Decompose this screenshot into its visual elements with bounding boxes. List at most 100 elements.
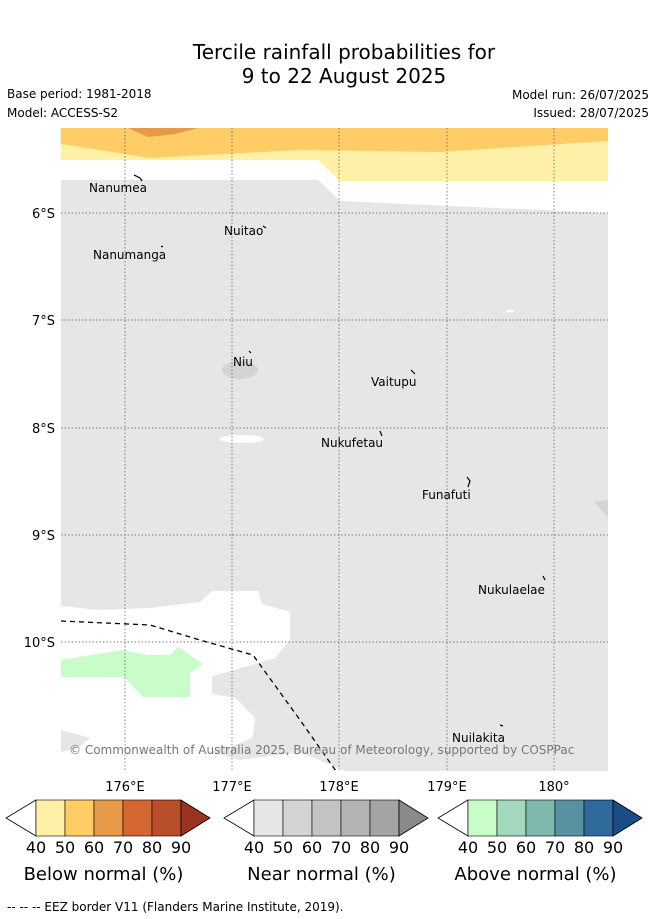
near-normal-area-south [252,600,608,771]
eez-footnote: -- -- -- EEZ border V11 (Flanders Marine… [7,900,344,914]
legend-swatch [282,799,313,837]
latitude-labels: 6°S 7°S 8°S 9°S 10°S [24,207,55,651]
legend-swatch [64,799,95,837]
legend-swatch [35,799,66,837]
legend-swatch [496,799,527,837]
legend-swatch [151,799,182,837]
legend-colorbar-0: 40 50 60 70 80 90 Below normal (%) [5,799,211,885]
lon-label: 180° [538,780,569,795]
legend-swatch [122,799,153,837]
place-labels: Nanumea Nuitao Nanumanga Niu Vaitupu Nuk… [89,181,545,745]
legend-colorbar-1: 40 50 60 70 80 90 Near normal (%) [223,799,429,885]
legend-title: Above normal (%) [454,864,616,885]
legend-tick-label: 90 [389,838,409,857]
island-vaitupu [410,369,416,375]
island-nanumanga [160,245,164,248]
legend-group: 40 50 60 70 80 90 Below normal (%) 40 50 60 70 80 90… [5,799,643,885]
legend-tick-label: 50 [55,838,75,857]
legend-arrow-high [398,799,429,837]
island-nanumea [133,174,143,182]
island-nukufetau [379,430,383,437]
island-outlines [133,174,546,727]
lat-label: 9°S [32,529,55,544]
legend-tick-label: 40 [244,838,264,857]
place-label-nuitao: Nuitao [224,224,263,238]
legend-swatch [340,799,371,837]
title-line-1: Tercile rainfall probabilities for [192,40,496,64]
lat-label: 8°S [32,422,55,437]
place-label-nanumanga: Nanumanga [93,248,166,262]
legend-tick-label: 80 [142,838,162,857]
graticule [61,128,608,771]
neutral-patch-small [506,309,514,313]
island-nuilakita [499,724,504,727]
legend-arrow-low [223,799,255,837]
island-nuitao [262,225,267,229]
place-label-nanumea: Nanumea [89,181,147,195]
legend-arrow-low [5,799,37,837]
lon-label: 176°E [105,780,145,795]
place-label-nukulaelae: Nukulaelae [478,583,545,597]
neutral-patch [220,435,264,443]
legend-tick-label: 50 [273,838,293,857]
legend-tick-label: 70 [113,838,133,857]
copyright-notice: © Commonwealth of Australia 2025, Bureau… [69,743,574,757]
lon-label: 178°E [319,780,359,795]
legend-swatch [467,799,498,837]
place-label-nuilakita: Nuilakita [452,731,505,745]
legend-tick-label: 60 [84,838,104,857]
legend-swatch [311,799,342,837]
map-panel: Nanumea Nuitao Nanumanga Niu Vaitupu Nuk… [61,128,608,771]
legend-title: Below normal (%) [24,864,184,885]
lat-label: 10°S [24,636,55,651]
lon-label: 179°E [427,780,467,795]
legend-tick-label: 40 [458,838,478,857]
neutral-patch-3 [211,700,254,748]
legend-tick-label: 50 [487,838,507,857]
legend-swatch [583,799,614,837]
near-normal-patch-sw [61,730,90,752]
lon-label: 177°E [212,780,252,795]
legend-arrow-low [437,799,469,837]
below-normal-60-area [128,128,198,137]
legend-colorbar-2: 40 50 60 70 80 90 Above normal (%) [437,799,643,885]
below-normal-50-area [61,128,608,158]
longitude-labels: 176°E 177°E 178°E 179°E 180° [105,780,569,795]
above-normal-40-area [61,647,203,697]
legend-swatch [369,799,400,837]
legend-arrow-high [612,799,643,837]
legend-tick-label: 90 [171,838,191,857]
legend-swatch [554,799,585,837]
legend-swatch [253,799,284,837]
legend-tick-label: 80 [574,838,594,857]
lat-label: 7°S [32,314,55,329]
neutral-area-southwest [61,676,345,771]
island-funafuti [466,476,471,488]
legend-tick-label: 80 [360,838,380,857]
legend-title: Near normal (%) [247,864,396,885]
legend-swatch [525,799,556,837]
legend-arrow-high [180,799,211,837]
near-normal-50-edge [594,500,608,517]
model-name: Model: ACCESS-S2 [7,106,119,120]
eez-border-line [61,620,337,771]
place-label-funafuti: Funafuti [422,488,471,502]
place-label-vaitupu: Vaitupu [371,375,417,389]
near-normal-50-patch [222,361,258,379]
place-label-nukufetau: Nukufetau [321,436,383,450]
legend-tick-label: 40 [26,838,46,857]
legend-swatch [93,799,124,837]
lat-label: 6°S [32,207,55,222]
legend-tick-label: 70 [545,838,565,857]
place-label-niu: Niu [233,355,253,369]
legend-tick-label: 70 [331,838,351,857]
map-title: Tercile rainfall probabilities for 9 to … [0,40,655,88]
legend-tick-label: 60 [302,838,322,857]
legend-tick-label: 90 [603,838,623,857]
island-nukulaelae [542,575,546,581]
base-period: Base period: 1981-2018 [7,87,152,101]
model-run: Model run: 26/07/2025 [511,88,649,102]
title-line-2: 9 to 22 August 2025 [241,64,447,88]
island-niu [248,350,252,354]
